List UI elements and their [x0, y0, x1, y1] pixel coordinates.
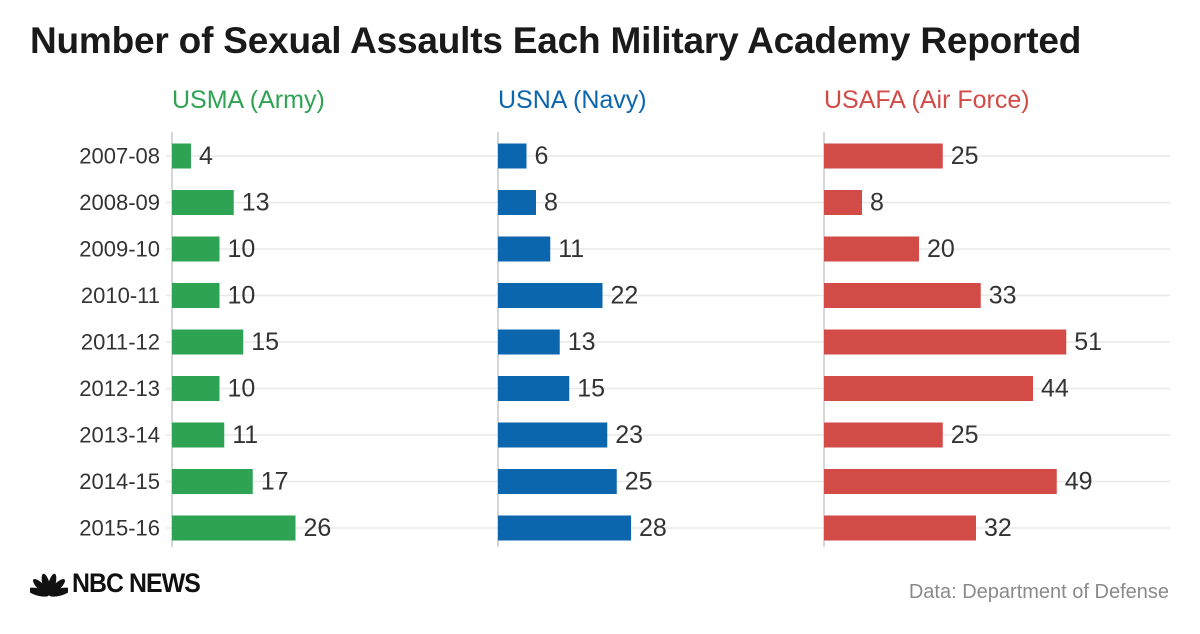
value-label: 44 [1041, 375, 1069, 403]
value-label: 15 [251, 328, 279, 356]
bar-2008-09 [824, 190, 862, 215]
bar-2013-14 [172, 422, 225, 448]
bar-2015-16 [172, 515, 296, 541]
value-label: 8 [870, 189, 884, 217]
bar-2014-15 [824, 469, 1057, 494]
row-label-2010-11: 2010-11 [81, 283, 160, 308]
bar-2011-12 [824, 329, 1067, 355]
bar-2007-08 [172, 143, 191, 169]
peacock-icon [30, 573, 68, 597]
bar-2011-12 [172, 329, 244, 355]
chart-title: Number of Sexual Assaults Each Military … [30, 20, 1082, 61]
bar-2012-13 [498, 376, 570, 401]
bar-2012-13 [824, 376, 1033, 401]
bar-2009-10 [498, 236, 551, 262]
row-label-2009-10: 2009-10 [79, 237, 160, 262]
bar-2015-16 [824, 515, 976, 541]
row-label-2007-08: 2007-08 [79, 144, 160, 169]
row-label-2015-16: 2015-16 [79, 516, 160, 541]
bar-2014-15 [172, 469, 253, 494]
bar-2008-09 [498, 190, 536, 215]
row-label-2012-13: 2012-13 [79, 376, 160, 401]
value-label: 51 [1074, 328, 1102, 356]
bar-2010-11 [824, 283, 981, 308]
value-label: 6 [535, 142, 549, 170]
value-label: 25 [951, 142, 979, 170]
value-label: 28 [639, 514, 667, 542]
value-label: 10 [228, 375, 256, 403]
value-label: 11 [232, 421, 258, 449]
value-label: 13 [242, 189, 270, 217]
bar-2007-08 [498, 143, 527, 169]
value-label: 20 [927, 235, 955, 263]
source-note: Data: Department of Defense [908, 581, 1169, 603]
bar-2010-11 [498, 283, 603, 308]
bar-2009-10 [172, 236, 220, 262]
brand-text: NBC NEWS [72, 568, 201, 598]
bar-2014-15 [498, 469, 617, 494]
value-label: 49 [1065, 468, 1093, 496]
bar-2015-16 [498, 515, 631, 541]
nbc-news-brand: NBC NEWS [30, 568, 211, 599]
value-label: 23 [615, 421, 643, 449]
value-label: 25 [625, 468, 653, 496]
value-label: 13 [568, 328, 596, 356]
row-label-2013-14: 2013-14 [79, 423, 160, 448]
bar-2013-14 [824, 422, 943, 448]
bar-2010-11 [172, 283, 220, 308]
value-label: 26 [304, 514, 332, 542]
value-label: 10 [228, 282, 256, 310]
panel-title: USAFA (Air Force) [824, 86, 1030, 114]
bar-2009-10 [824, 236, 919, 262]
value-label: 33 [989, 282, 1017, 310]
value-label: 11 [558, 235, 584, 263]
value-label: 22 [611, 282, 639, 310]
value-label: 10 [228, 235, 256, 263]
value-label: 25 [951, 421, 979, 449]
bar-2013-14 [498, 422, 608, 448]
panel-title: USMA (Army) [172, 86, 325, 114]
value-label: 17 [261, 468, 289, 496]
bar-2011-12 [498, 329, 560, 355]
row-label-2008-09: 2008-09 [79, 190, 160, 215]
row-label-2011-12: 2011-12 [81, 330, 160, 355]
bar-2007-08 [824, 143, 943, 169]
value-label: 15 [577, 375, 605, 403]
panel-title: USNA (Navy) [498, 86, 647, 114]
bar-2008-09 [172, 190, 234, 215]
row-label-2014-15: 2014-15 [79, 469, 160, 494]
value-label: 32 [984, 514, 1012, 542]
value-label: 8 [544, 189, 558, 217]
value-label: 4 [199, 142, 213, 170]
bar-2012-13 [172, 376, 220, 401]
